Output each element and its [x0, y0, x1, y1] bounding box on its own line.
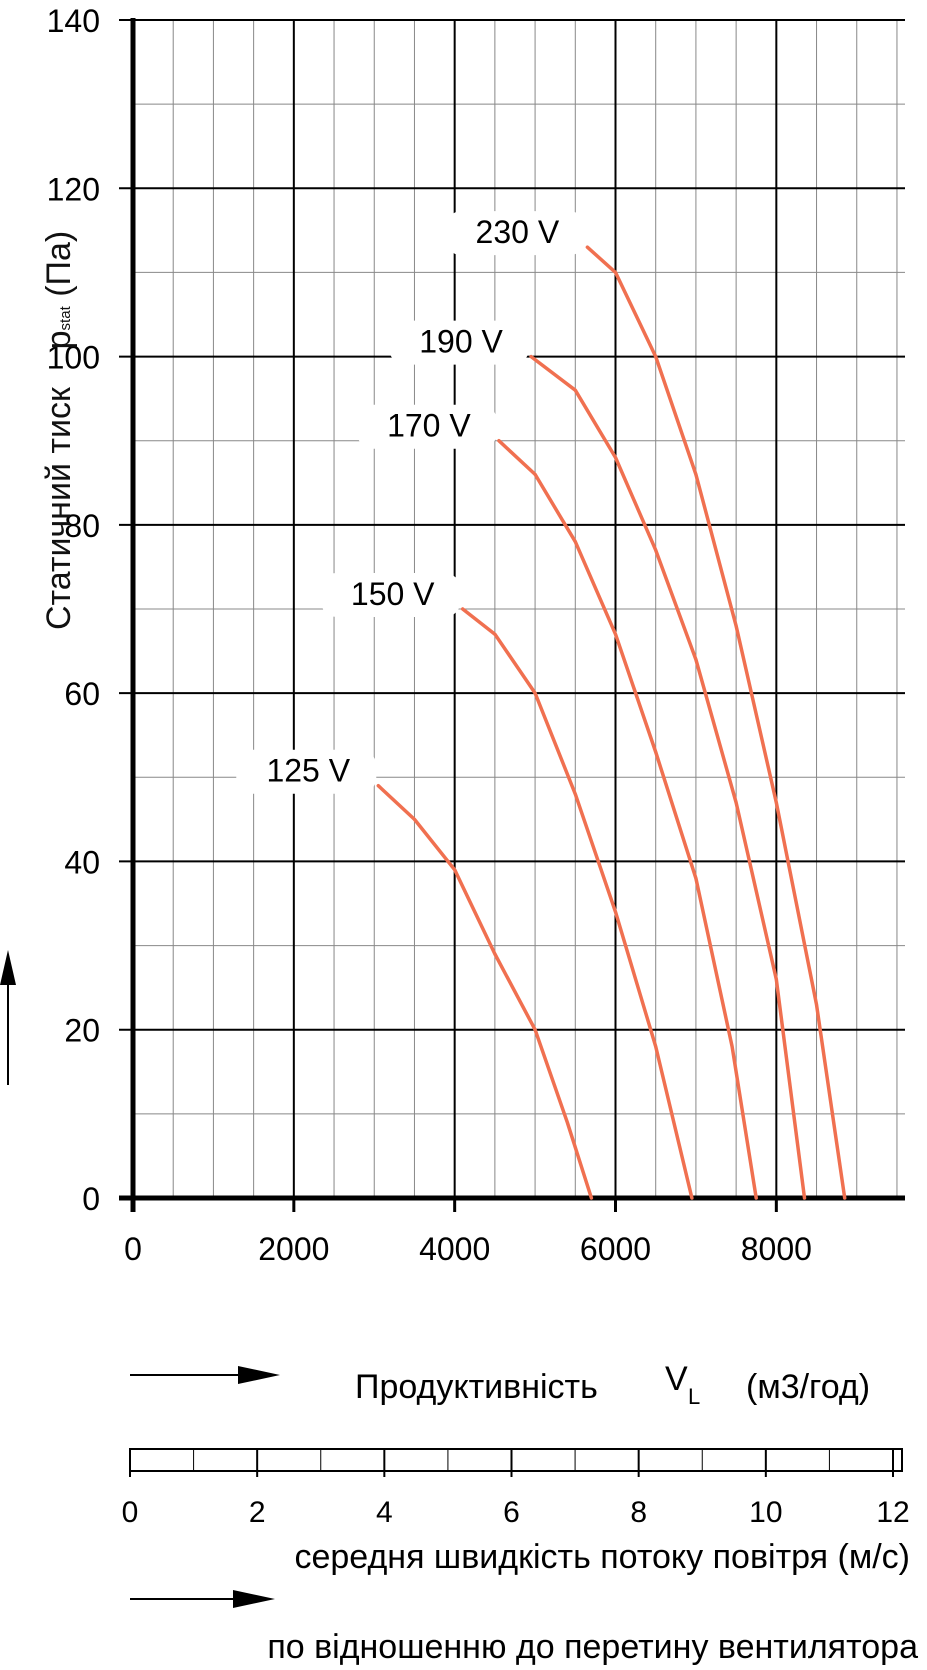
air-speed-tick-label: 12 [876, 1496, 909, 1529]
x-axis-units: (м3/год) [746, 1368, 870, 1406]
air-speed-axis-titles: середня швидкість потоку повітря (м/с) п… [130, 1538, 918, 1666]
curve-125-v [376, 783, 594, 1200]
air-speed-axis: 0 2 4 6 8 10 12 [122, 1448, 910, 1529]
curve-label-bg [445, 211, 586, 256]
curve-label: 150 V [351, 576, 435, 612]
y-tick-label: 120 [47, 171, 100, 207]
y-tick-label: 100 [47, 340, 100, 376]
y-axis-label: Статичний тиск [40, 387, 78, 630]
y-tick-label: 140 [47, 3, 100, 39]
y-axis-symbol-sub: stat [57, 306, 74, 331]
curve-label-bg [389, 320, 530, 365]
air-speed-tick-label: 10 [749, 1496, 782, 1529]
air-speed-label-2: по відношенню до перетину вентилятора [267, 1628, 918, 1666]
air-speed-tick-label: 2 [249, 1496, 266, 1529]
x-tick-label: 0 [124, 1231, 142, 1267]
air-speed-tick-label: 8 [630, 1496, 647, 1529]
curve-label: 190 V [419, 324, 503, 360]
x-tick-label: 2000 [258, 1231, 329, 1267]
x-axis-label: Продуктивність [355, 1368, 598, 1406]
curve-label: 125 V [266, 753, 350, 789]
x-tick-label: 4000 [419, 1231, 490, 1267]
x-axis-arrow-head [238, 1366, 280, 1384]
performance-curves [376, 245, 847, 1200]
y-tick-label: 40 [64, 844, 100, 880]
y-tick-label: 80 [64, 508, 100, 544]
curve-label-bg [356, 404, 497, 449]
air-speed-bar [129, 1448, 903, 1472]
curve-labels: 125 V 150 V 170 V 190 V 230 V [236, 211, 586, 794]
minor-grid [133, 20, 905, 1198]
curve-label: 230 V [476, 214, 560, 250]
curve-190-v [529, 354, 807, 1200]
curve-230-v [585, 245, 847, 1200]
y-axis-units: (Па) [40, 230, 78, 297]
x-axis-title: Продуктивність V L (м3/год) [130, 1360, 870, 1409]
x-axis-symbol: V [665, 1360, 688, 1398]
x-tick-label: 8000 [741, 1231, 812, 1267]
curve-label-bg [320, 573, 461, 617]
y-tick-label: 60 [64, 676, 100, 712]
y-axis-arrow [0, 950, 16, 1085]
x-tick-label: 6000 [580, 1231, 651, 1267]
air-speed-tick-label: 4 [376, 1496, 393, 1529]
y-tick-label: 0 [82, 1181, 100, 1217]
curve-label-bg [236, 749, 377, 794]
y-tick-label: 20 [64, 1013, 100, 1049]
curve-label: 170 V [387, 408, 471, 444]
curve-170-v [497, 438, 758, 1200]
y-axis-symbol: p [40, 330, 78, 350]
x-axis-symbol-sub: L [688, 1384, 700, 1409]
air-speed-tick-label: 6 [503, 1496, 520, 1529]
y-axis-title: Статичний тиск pstat (Па) [40, 231, 79, 630]
axes [119, 18, 905, 1212]
air-speed-tick-label: 0 [122, 1496, 139, 1529]
air-speed-arrow-head [233, 1590, 275, 1608]
curve-150-v [460, 607, 694, 1200]
air-speed-label: середня швидкість потоку повітря (м/с) [294, 1538, 910, 1576]
axis-tick-labels: 0 20 40 60 80 100 120 140 0 2000 4000 6000 8000 [47, 3, 812, 1267]
y-axis-arrow-head [0, 950, 16, 985]
